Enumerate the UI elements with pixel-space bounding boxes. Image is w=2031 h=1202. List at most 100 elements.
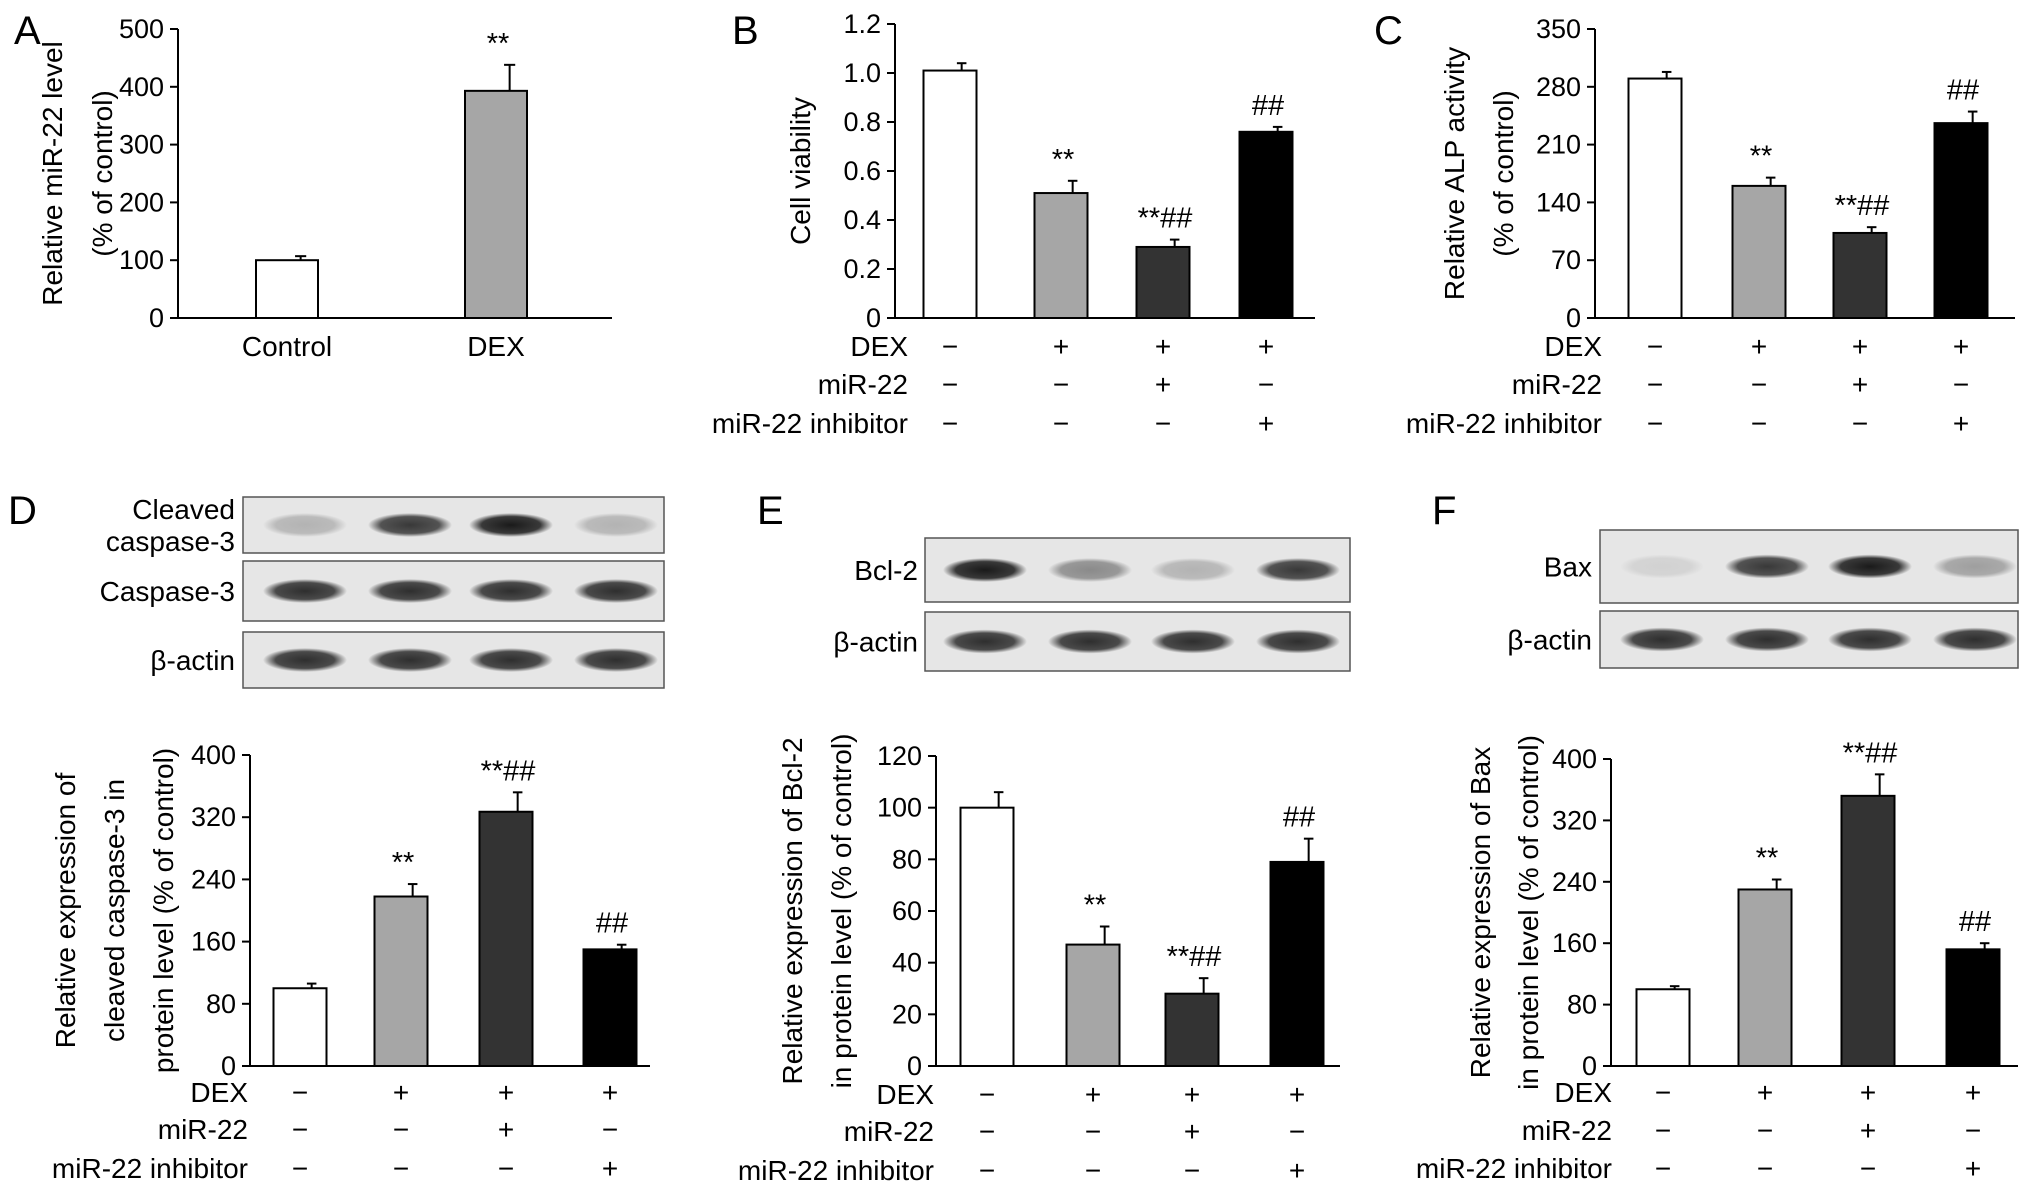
blot-row-label: β-actin: [833, 627, 918, 658]
condition-mark: +: [602, 1077, 618, 1108]
y-axis-label: Relative expression of Bcl-2: [777, 737, 808, 1084]
panel-letter: F: [1432, 489, 1456, 533]
y-tick-label: 120: [877, 741, 922, 771]
condition-row-label: miR-22 inhibitor: [1416, 1153, 1612, 1184]
y-tick-label: 1.0: [843, 58, 881, 88]
blot-row-label: Cleaved: [132, 494, 235, 525]
y-tick-label: 240: [191, 864, 236, 894]
condition-mark: +: [1965, 1153, 1981, 1184]
condition-row-label: miR-22 inhibitor: [52, 1153, 248, 1184]
condition-mark: +: [393, 1077, 409, 1108]
blot-band: [263, 579, 347, 603]
condition-mark: −: [1289, 1116, 1305, 1147]
bar: [1033, 192, 1089, 319]
significance-label: **: [487, 28, 510, 60]
panel-letter: A: [14, 9, 41, 53]
condition-mark: +: [1184, 1116, 1200, 1147]
significance-label: ##: [1947, 75, 1979, 107]
blot-band: [1828, 627, 1912, 652]
blot-band: [1048, 558, 1132, 582]
blot-band: [943, 558, 1027, 582]
blot-band: [1151, 558, 1235, 582]
condition-mark: −: [979, 1155, 995, 1186]
blot-band: [943, 629, 1027, 654]
y-tick-label: 300: [119, 130, 164, 160]
y-tick-label: 0.8: [843, 107, 881, 137]
blot-band: [368, 513, 452, 537]
condition-mark: −: [1085, 1155, 1101, 1186]
condition-mark: −: [1965, 1115, 1981, 1146]
y-tick-label: 0: [907, 1051, 922, 1081]
y-axis-label: in protein level (% of control): [826, 734, 857, 1089]
condition-mark: +: [1751, 331, 1767, 362]
significance-label: **: [1052, 144, 1075, 176]
condition-row-label: miR-22 inhibitor: [712, 408, 908, 439]
condition-row-label: miR-22: [1522, 1115, 1612, 1146]
significance-label: **: [1750, 141, 1773, 173]
bar: [582, 948, 638, 1067]
condition-mark: −: [602, 1114, 618, 1145]
bar: [1933, 122, 1989, 320]
significance-label: **##: [481, 755, 536, 787]
blot-band: [1620, 627, 1704, 652]
significance-label: **##: [1835, 190, 1890, 222]
condition-mark: −: [292, 1153, 308, 1184]
condition-mark: +: [1053, 331, 1069, 362]
panel-b: B 0 0.2 0.4 0.6 0.8 1.0 1.2 Cell viability ** **##…: [712, 9, 1315, 439]
blot-row-label: β-actin: [150, 645, 235, 676]
condition-mark: +: [1258, 331, 1274, 362]
y-tick-label: 500: [119, 14, 164, 44]
condition-row-label: DEX: [190, 1077, 248, 1108]
condition-mark: −: [1860, 1153, 1876, 1184]
blot-band: [1151, 629, 1235, 654]
condition-mark: −: [1184, 1155, 1200, 1186]
condition-row-label: miR-22: [158, 1114, 248, 1145]
y-axis-label: (% of control): [1488, 90, 1519, 257]
significance-label: ##: [1283, 802, 1315, 834]
y-tick-label: 20: [892, 999, 922, 1029]
bar: [1840, 794, 1896, 1068]
y-tick-label: 200: [119, 187, 164, 217]
blot-band: [368, 648, 452, 672]
blot-row-label: caspase-3: [106, 526, 235, 557]
blot-band: [1256, 629, 1340, 654]
blot-band: [574, 579, 658, 603]
blot-band: [368, 579, 452, 603]
condition-mark: −: [1647, 408, 1663, 439]
blot-band: [263, 513, 347, 537]
condition-row-label: miR-22 inhibitor: [1406, 408, 1602, 439]
y-tick-label: 320: [191, 802, 236, 832]
bar: [959, 806, 1015, 1068]
y-tick-label: 160: [191, 927, 236, 957]
y-tick-label: 160: [1552, 928, 1597, 958]
y-axis-label: protein level (% of control): [148, 748, 179, 1073]
y-tick-label: 140: [1536, 187, 1581, 217]
blot-band: [469, 513, 553, 537]
panel-letter: E: [757, 489, 784, 533]
y-tick-label: 40: [892, 948, 922, 978]
condition-mark: −: [1751, 369, 1767, 400]
condition-row-label: DEX: [850, 331, 908, 362]
blot-band: [1933, 627, 2017, 652]
condition-mark: +: [1953, 331, 1969, 362]
y-axis-label: Relative miR-22 level: [37, 41, 68, 306]
blot-band: [1828, 554, 1912, 579]
condition-mark: −: [1751, 408, 1767, 439]
blot-band: [1933, 554, 2017, 579]
condition-mark: −: [1852, 408, 1868, 439]
bar: [1945, 948, 2001, 1068]
y-tick-label: 100: [877, 793, 922, 823]
panel-e: E 0 20 40 60 80 100 120 Relative expression of B…: [738, 489, 1351, 1186]
condition-row-label: DEX: [876, 1079, 934, 1110]
y-axis-label: (% of control): [87, 90, 118, 257]
y-tick-label: 0.2: [843, 254, 881, 284]
y-tick-label: 210: [1536, 130, 1581, 160]
condition-row-label: miR-22: [844, 1116, 934, 1147]
bar: [1269, 860, 1325, 1068]
condition-mark: −: [498, 1153, 514, 1184]
blot-band: [574, 513, 658, 537]
condition-row-label: DEX: [1554, 1077, 1612, 1108]
blot-band: [1725, 627, 1809, 652]
condition-mark: +: [1953, 408, 1969, 439]
